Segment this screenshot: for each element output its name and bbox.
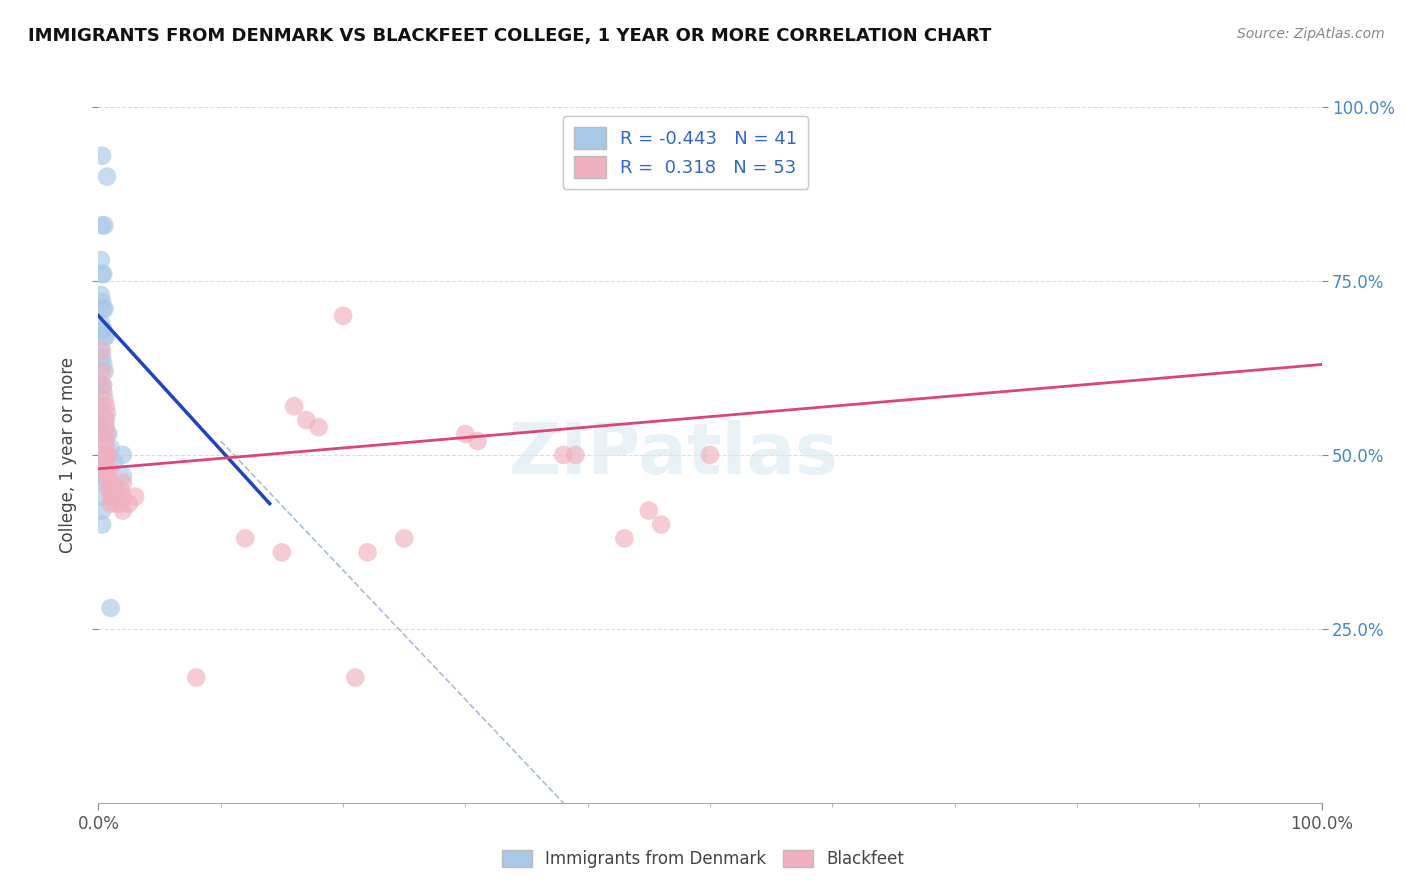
Point (613, 532, 636, 546)
Point (91, 323, 114, 337)
Point (111, 490, 134, 504)
Point (564, 448, 586, 462)
Point (699, 448, 721, 462)
Point (91, 406, 114, 420)
Point (94, 413, 117, 427)
Point (124, 490, 146, 504)
Point (91, 378, 114, 392)
Point (94, 441, 117, 455)
Point (94, 329, 117, 343)
Point (186, 671, 208, 685)
Point (90, 399, 112, 413)
Point (295, 413, 318, 427)
Point (100, 601, 122, 615)
Point (97, 475, 120, 490)
Point (90, 448, 112, 462)
Point (91, 358, 114, 372)
Point (110, 497, 132, 511)
Point (344, 671, 367, 685)
Text: IMMIGRANTS FROM DENMARK VS BLACKFEET COLLEGE, 1 YEAR OR MORE CORRELATION CHART: IMMIGRANTS FROM DENMARK VS BLACKFEET COL… (28, 27, 991, 45)
Point (91, 219, 114, 233)
Point (91, 267, 114, 281)
Point (308, 420, 330, 434)
Point (90, 468, 112, 483)
Point (96, 169, 118, 184)
Point (93, 455, 115, 469)
Text: Source: ZipAtlas.com: Source: ZipAtlas.com (1237, 27, 1385, 41)
Point (93, 329, 115, 343)
Point (91, 517, 114, 532)
Point (91, 364, 114, 378)
Point (233, 532, 256, 546)
Point (100, 490, 122, 504)
Point (96, 468, 118, 483)
Point (98, 483, 121, 497)
Point (97, 427, 120, 442)
Point (91, 294, 114, 309)
Point (110, 483, 132, 497)
Point (454, 427, 477, 442)
Point (101, 490, 124, 504)
Point (392, 532, 416, 546)
Y-axis label: College, 1 year or more: College, 1 year or more (59, 357, 77, 553)
Point (111, 475, 134, 490)
Point (91, 301, 114, 316)
Point (91, 351, 114, 365)
Point (93, 301, 115, 316)
Point (111, 448, 134, 462)
Point (94, 462, 117, 476)
Point (91, 343, 114, 358)
Point (90, 378, 112, 392)
Legend: Immigrants from Denmark, Blackfeet: Immigrants from Denmark, Blackfeet (495, 843, 911, 875)
Point (91, 385, 114, 400)
Point (91, 455, 114, 469)
Point (91, 475, 114, 490)
Point (91, 490, 114, 504)
Point (111, 503, 134, 517)
Point (467, 434, 489, 448)
Point (332, 309, 354, 323)
Point (96, 448, 118, 462)
Point (100, 497, 122, 511)
Point (98, 462, 121, 476)
Point (96, 406, 118, 420)
Point (100, 475, 122, 490)
Point (96, 427, 118, 442)
Point (90, 316, 112, 330)
Point (93, 413, 115, 427)
Point (91, 503, 114, 517)
Point (91, 267, 114, 281)
Point (91, 378, 114, 392)
Text: ZIPatlas: ZIPatlas (509, 420, 838, 490)
Point (100, 441, 122, 455)
Point (105, 483, 128, 497)
Point (93, 434, 115, 448)
Point (91, 323, 114, 337)
Point (118, 497, 141, 511)
Point (103, 455, 125, 469)
Point (90, 253, 112, 268)
Point (90, 288, 112, 302)
Point (650, 517, 672, 532)
Point (93, 364, 115, 378)
Point (90, 343, 112, 358)
Point (93, 392, 115, 407)
Point (111, 468, 134, 483)
Point (356, 545, 378, 559)
Point (90, 420, 112, 434)
Legend: R = -0.443   N = 41, R =  0.318   N = 53: R = -0.443 N = 41, R = 0.318 N = 53 (562, 116, 808, 189)
Point (270, 545, 294, 559)
Point (553, 448, 575, 462)
Point (93, 219, 115, 233)
Point (97, 448, 120, 462)
Point (94, 420, 117, 434)
Point (91, 427, 114, 442)
Point (283, 399, 305, 413)
Point (94, 399, 117, 413)
Point (105, 497, 128, 511)
Point (638, 503, 661, 517)
Point (91, 149, 114, 163)
